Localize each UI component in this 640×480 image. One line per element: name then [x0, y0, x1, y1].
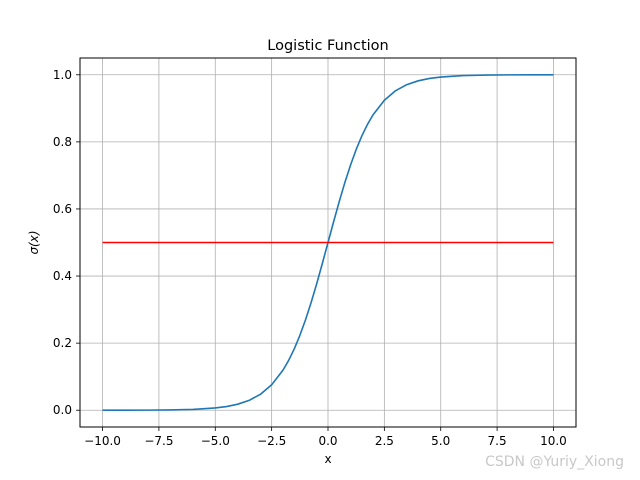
chart-title: Logistic Function — [267, 38, 388, 54]
y-tick-label: 0.0 — [53, 403, 72, 417]
x-tick-label: −5.0 — [201, 434, 230, 448]
x-tick-label: −10.0 — [84, 434, 121, 448]
axis-ticks: −10.0 −7.5 −5.0 −2.5 0.0 2.5 5.0 7.5 10.0 0.0 0.2 0… — [53, 68, 567, 448]
y-tick-label: 0.6 — [53, 202, 72, 216]
x-tick-label: 5.0 — [431, 434, 450, 448]
x-tick-label: 0.0 — [318, 434, 337, 448]
x-tick-label: 10.0 — [540, 434, 567, 448]
x-tick-label: 7.5 — [488, 434, 507, 448]
series-lines — [102, 73, 554, 412]
y-tick-label: 1.0 — [53, 68, 72, 82]
watermark-text: CSDN @Yuriy_Xiong — [485, 454, 624, 470]
x-axis-label: x — [324, 452, 331, 466]
y-axis-label: σ(x) — [27, 230, 41, 254]
y-tick-label: 0.8 — [53, 135, 72, 149]
x-tick-label: −7.5 — [144, 434, 173, 448]
x-tick-label: −2.5 — [257, 434, 286, 448]
y-tick-label: 0.4 — [53, 269, 72, 283]
y-tick-label: 0.2 — [53, 336, 72, 350]
x-tick-label: 2.5 — [375, 434, 394, 448]
